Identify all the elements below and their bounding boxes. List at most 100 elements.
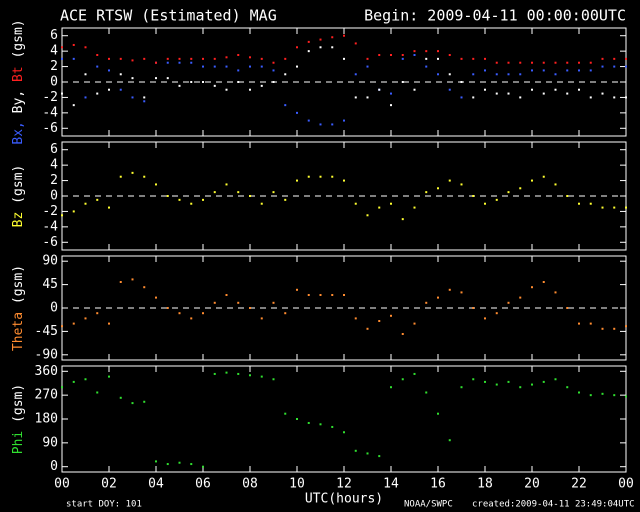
- data-point: [378, 455, 381, 458]
- data-point: [354, 73, 357, 76]
- data-point: [566, 307, 569, 309]
- data-point: [96, 312, 99, 315]
- data-point: [190, 61, 193, 64]
- data-point: [495, 73, 498, 76]
- data-point: [72, 104, 75, 107]
- data-point: [284, 57, 287, 60]
- data-point: [507, 380, 510, 383]
- data-point: [542, 69, 545, 72]
- data-point: [237, 301, 240, 304]
- data-point: [237, 69, 240, 72]
- data-point: [143, 175, 146, 178]
- data-point: [119, 396, 122, 399]
- data-point: [84, 378, 87, 381]
- data-point: [366, 214, 369, 217]
- data-point: [331, 294, 334, 296]
- data-point: [425, 301, 428, 304]
- data-point: [507, 61, 510, 64]
- data-point: [225, 56, 228, 59]
- data-point: [531, 69, 533, 72]
- data-point: [390, 104, 392, 107]
- x-tick-label: 02: [101, 477, 117, 492]
- data-point: [589, 202, 592, 205]
- data-point: [178, 61, 181, 64]
- data-point: [131, 402, 134, 405]
- legend-entry: Bx,: [11, 121, 26, 144]
- data-point: [213, 191, 216, 194]
- data-point: [554, 88, 557, 91]
- data-point: [237, 372, 240, 375]
- data-point: [378, 320, 381, 322]
- data-point: [96, 92, 99, 95]
- data-point: [108, 322, 110, 325]
- data-point: [61, 386, 63, 389]
- data-point: [390, 92, 392, 95]
- y-tick-label: 45: [42, 277, 58, 292]
- data-point: [61, 325, 63, 328]
- data-point: [425, 57, 428, 60]
- data-point: [108, 206, 110, 209]
- data-point: [131, 171, 134, 174]
- data-point: [284, 73, 287, 76]
- data-point: [96, 198, 99, 201]
- data-point: [166, 463, 169, 466]
- data-point: [319, 175, 322, 178]
- data-point: [178, 57, 181, 60]
- data-point: [319, 46, 322, 49]
- data-point: [554, 61, 557, 64]
- x-tick-label: 12: [336, 477, 352, 492]
- data-point: [542, 92, 545, 95]
- data-point: [72, 210, 75, 213]
- data-point: [131, 96, 134, 99]
- data-point: [108, 88, 110, 91]
- data-point: [296, 179, 298, 182]
- y-axis-label: Phi (gsm): [11, 384, 26, 454]
- data-point: [96, 65, 99, 68]
- data-point: [72, 57, 75, 60]
- data-point: [343, 431, 345, 434]
- data-point: [178, 198, 181, 201]
- data-point: [237, 54, 240, 56]
- data-point: [225, 88, 228, 91]
- data-point: [202, 57, 204, 60]
- y-tick-label: -6: [42, 235, 58, 250]
- data-point: [507, 191, 510, 194]
- data-point: [531, 61, 533, 64]
- data-point: [131, 278, 134, 281]
- data-point: [155, 77, 157, 80]
- x-tick-label: 04: [148, 477, 164, 492]
- y-tick-label: -6: [42, 121, 58, 136]
- data-point: [366, 452, 369, 455]
- data-point: [495, 61, 498, 64]
- x-tick-label: 00: [618, 477, 634, 492]
- data-point: [319, 294, 322, 296]
- data-point: [448, 179, 451, 182]
- data-point: [601, 392, 604, 395]
- data-point: [390, 386, 392, 389]
- data-point: [448, 54, 451, 56]
- data-point: [190, 463, 193, 466]
- y-tick-label: -90: [35, 347, 58, 362]
- data-point: [566, 195, 569, 197]
- data-point: [143, 57, 146, 60]
- data-point: [625, 65, 627, 68]
- data-point: [84, 202, 87, 205]
- x-tick-label: 08: [242, 477, 258, 492]
- data-point: [472, 307, 475, 309]
- data-point: [554, 378, 557, 381]
- data-point: [613, 96, 616, 99]
- y-axis-label: Bx, By, Bt (gsm): [11, 19, 26, 144]
- data-point: [260, 202, 263, 205]
- x-tick-label: 06: [195, 477, 211, 492]
- data-point: [84, 317, 87, 320]
- y-axis-label: Theta (gsm): [11, 265, 26, 351]
- data-point: [213, 65, 216, 68]
- data-point: [578, 69, 580, 72]
- data-point: [331, 46, 334, 49]
- data-point: [566, 386, 569, 389]
- data-point: [589, 394, 592, 397]
- y-tick-label: 90: [42, 435, 58, 450]
- data-point: [225, 65, 228, 68]
- start-doy: start DOY: 101: [66, 500, 142, 510]
- data-point: [296, 65, 298, 68]
